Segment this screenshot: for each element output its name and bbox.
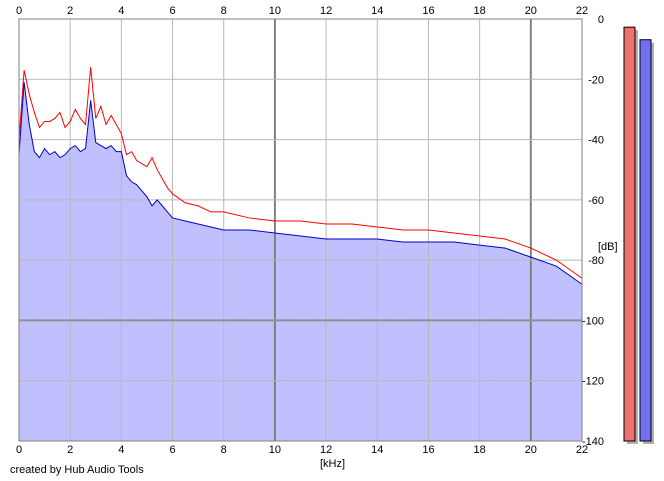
x-tick-label-top: 2 (67, 5, 73, 17)
x-tick-label-bottom: 16 (422, 444, 434, 456)
x-tick-label-top: 16 (422, 5, 434, 17)
x-tick-label-top: 14 (371, 5, 383, 17)
level-meter-right (639, 39, 652, 442)
x-tick-label-bottom: 22 (576, 444, 588, 456)
y-tick-label: -100 (582, 315, 604, 327)
x-ticks-top: 0 2 4 6 8 10 12 14 16 18 20 22 (16, 5, 588, 17)
x-tick-label-bottom: 20 (525, 444, 537, 456)
x-tick-label-bottom: 4 (118, 444, 124, 456)
x-tick-label-top: 12 (320, 5, 332, 17)
spectrum-fill-area (19, 82, 582, 442)
series-line-red (18, 67, 583, 279)
spectrum-area (19, 82, 582, 442)
created-by-caption: created by Hub Audio Tools (10, 464, 144, 476)
y-axis-label: [dB] (598, 241, 618, 253)
x-tick-label-top: 22 (576, 5, 588, 17)
x-tick-label-top: 18 (474, 5, 486, 17)
x-tick-label-bottom: 0 (16, 444, 22, 456)
x-tick-label-top: 6 (169, 5, 175, 17)
y-ticks-right: 0 -20 -40 -60 -80 -100 -120 -140 (582, 14, 604, 448)
x-tick-label-top: 4 (118, 5, 124, 17)
x-tick-label-bottom: 8 (221, 444, 227, 456)
y-tick-label: -60 (588, 195, 604, 207)
x-tick-label-top: 8 (221, 5, 227, 17)
y-tick-label: -20 (588, 74, 604, 86)
x-ticks-bottom: 0 2 4 6 8 10 12 14 16 18 20 22 (16, 444, 588, 456)
x-tick-label-bottom: 6 (169, 444, 175, 456)
y-tick-label: -120 (582, 376, 604, 388)
plot-frame (18, 18, 583, 442)
spectrum-lines (18, 67, 583, 285)
y-tick-label: -140 (582, 436, 604, 448)
y-tick-label: -80 (588, 255, 604, 267)
x-tick-label-top: 20 (525, 5, 537, 17)
x-tick-label-bottom: 18 (474, 444, 486, 456)
series-line-blue (18, 82, 583, 285)
x-tick-label-bottom: 2 (67, 444, 73, 456)
y-tick-label: -40 (588, 135, 604, 147)
x-tick-label-bottom: 10 (269, 444, 281, 456)
x-axis-label: [kHz] (320, 458, 345, 470)
x-tick-label-top: 0 (16, 5, 22, 17)
level-meter-left (623, 26, 636, 442)
level-meters (623, 26, 654, 445)
x-tick-label-bottom: 14 (371, 444, 383, 456)
y-tick-label: 0 (598, 14, 604, 26)
x-tick-label-top: 10 (269, 5, 281, 17)
x-tick-label-bottom: 12 (320, 444, 332, 456)
